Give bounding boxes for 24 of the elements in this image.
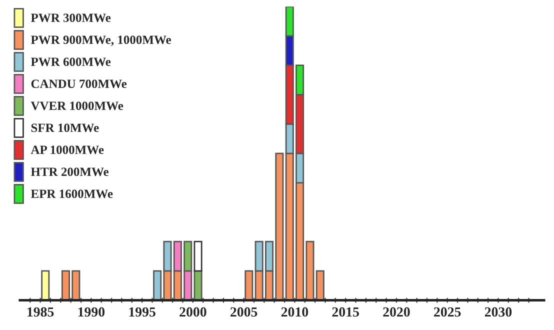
bar — [316, 270, 324, 300]
x-tick-label: 1990 — [78, 307, 105, 317]
bar — [244, 270, 254, 300]
legend-label: SFR 10MWe — [31, 124, 99, 132]
x-tick-label: 2015 — [332, 307, 359, 317]
x-tick-label: 1995 — [129, 307, 156, 317]
bar — [194, 270, 202, 300]
x-tick-label: 1985 — [28, 307, 54, 317]
bar — [194, 240, 202, 272]
legend-label: PWR 300MWe — [30, 14, 111, 22]
bar — [41, 270, 50, 300]
legend-label: HTR 200MWe — [30, 168, 109, 176]
x-tick-label: 2030 — [484, 307, 512, 317]
x-tick-label: 2000 — [180, 307, 206, 317]
x-tick-label: 2025 — [434, 307, 461, 317]
legend-label: PWR 900MWe, 1000MWe — [30, 36, 171, 46]
legend-label: AP 1000MWe — [30, 146, 104, 154]
legend-label: CANDU 700MWe — [31, 80, 127, 88]
legend-label: EPR 1600MWe — [30, 190, 113, 198]
legend-label: PWR 600MWe — [30, 58, 111, 66]
legend-label: VVER 1000MWe — [30, 102, 124, 110]
x-tick-label: 2020 — [383, 307, 410, 317]
x-tick-label: 2010 — [281, 307, 308, 317]
x-tick-label: 2005 — [230, 307, 258, 317]
